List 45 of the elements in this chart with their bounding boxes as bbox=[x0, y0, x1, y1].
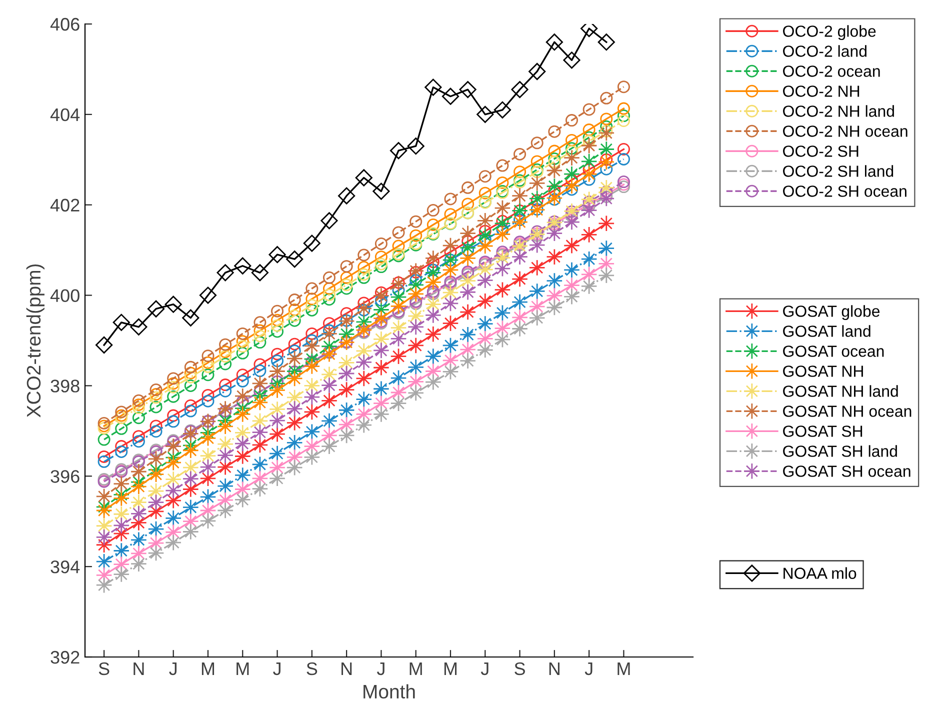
x-tick-label: M bbox=[618, 662, 630, 675]
x-tick-label: S bbox=[306, 662, 318, 676]
legend-label: GOSAT NH land bbox=[783, 385, 898, 397]
y-tick-label: 404 bbox=[50, 108, 80, 122]
legend-label: GOSAT NH bbox=[783, 366, 863, 377]
x-tick-label: J bbox=[273, 662, 280, 676]
x-tick-label: M bbox=[236, 662, 249, 675]
y-tick-label: 402 bbox=[50, 198, 80, 212]
legend-label: OCO-2 land bbox=[783, 45, 866, 57]
x-tick-label: N bbox=[342, 662, 352, 675]
legend-label: OCO-2 NH ocean bbox=[783, 126, 908, 137]
x-tick-label: S bbox=[98, 662, 110, 676]
legend-label: GOSAT ocean bbox=[783, 346, 884, 357]
y-tick-label: 406 bbox=[50, 18, 80, 31]
legend-label: NOAA mlo bbox=[784, 567, 856, 579]
x-axis-title: Month bbox=[364, 684, 415, 699]
y-tick-label: 394 bbox=[50, 560, 80, 574]
legend-label: OCO-2 NH bbox=[783, 86, 860, 97]
legend-label: OCO-2 globe bbox=[783, 25, 876, 40]
legend-label: OCO-2 SH land bbox=[783, 165, 894, 177]
legend-label: GOSAT globe bbox=[783, 305, 880, 320]
y-tick-label: 400 bbox=[50, 289, 80, 302]
x-tick-label: N bbox=[549, 662, 560, 675]
x-tick-label: N bbox=[134, 662, 144, 675]
legend-label: GOSAT SH bbox=[783, 426, 862, 437]
x-tick-label: S bbox=[514, 662, 525, 676]
legend-label: OCO-2 SH bbox=[783, 146, 858, 157]
legend-label: OCO-2 SH ocean bbox=[783, 186, 906, 197]
y-tick-label: 392 bbox=[50, 650, 80, 664]
legend-label: GOSAT SH land bbox=[783, 445, 897, 457]
x-tick-label: J bbox=[169, 662, 177, 676]
legend-label: GOSAT NH ocean bbox=[783, 406, 912, 417]
x-tick-label: J bbox=[376, 662, 384, 676]
x-tick-label: M bbox=[444, 662, 457, 675]
y-tick-label: 396 bbox=[50, 470, 80, 483]
legend-label: OCO-2 NH land bbox=[783, 105, 894, 117]
x-tick-label: J bbox=[480, 662, 488, 676]
x-tick-label: J bbox=[584, 662, 592, 676]
legend-label: GOSAT land bbox=[783, 325, 870, 337]
y-axis-title: XCO2-trend(ppm) bbox=[26, 264, 44, 418]
legend-label: GOSAT SH ocean bbox=[783, 466, 910, 477]
legend-label: OCO-2 ocean bbox=[783, 66, 880, 77]
y-tick-label: 398 bbox=[50, 380, 80, 392]
x-tick-label: M bbox=[410, 662, 422, 675]
x-tick-label: M bbox=[202, 662, 214, 675]
